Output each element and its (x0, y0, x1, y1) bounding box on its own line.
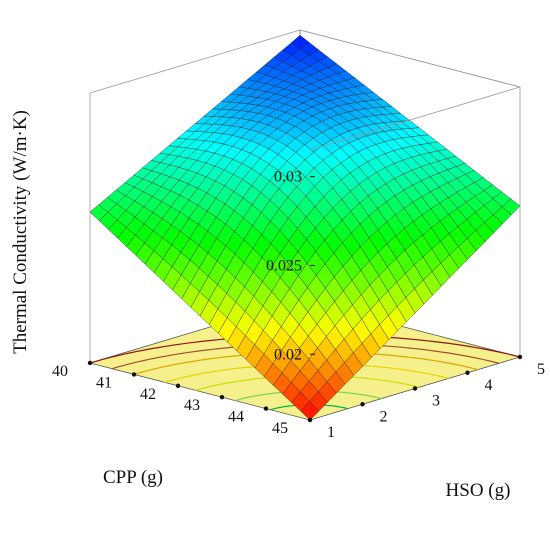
z-tick-label: 0.03 (274, 169, 302, 186)
y-tick (517, 354, 523, 360)
y-tick-label: 3 (432, 393, 440, 410)
box-edge (299, 29, 521, 88)
x-tick (87, 360, 93, 366)
y-tick-label: 2 (380, 408, 388, 425)
y-tick (307, 417, 313, 423)
z-tick-label: 0.02 (274, 346, 302, 363)
x-tick-label: 45 (272, 420, 288, 437)
surface-cell (300, 401, 320, 421)
y-tick (412, 386, 418, 391)
y-axis-title: HSO (g) (446, 480, 511, 501)
box-edge (89, 29, 301, 94)
x-tick (263, 406, 269, 411)
y-tick-label: 5 (537, 361, 545, 378)
x-tick (175, 383, 181, 388)
z-axis-title: Thermal Conductivity (W/m·K) (10, 110, 31, 354)
x-tick-label: 44 (228, 409, 244, 426)
y-tick (465, 370, 470, 375)
box-edge (309, 86, 521, 151)
x-tick (219, 395, 225, 400)
y-tick-label: 1 (327, 424, 335, 441)
x-tick-label: 42 (140, 386, 156, 403)
y-tick-label: 4 (485, 377, 493, 394)
y-tick (360, 402, 365, 407)
x-axis-title: CPP (g) (103, 467, 163, 488)
x-tick-label: 43 (184, 397, 200, 414)
axis-box-front (299, 29, 521, 151)
x-tick-label: 40 (52, 363, 68, 380)
x-tick-label: 41 (96, 374, 112, 391)
z-tick-label: 0.025 (266, 257, 302, 274)
x-tick (131, 372, 137, 377)
response-surface (89, 35, 521, 421)
